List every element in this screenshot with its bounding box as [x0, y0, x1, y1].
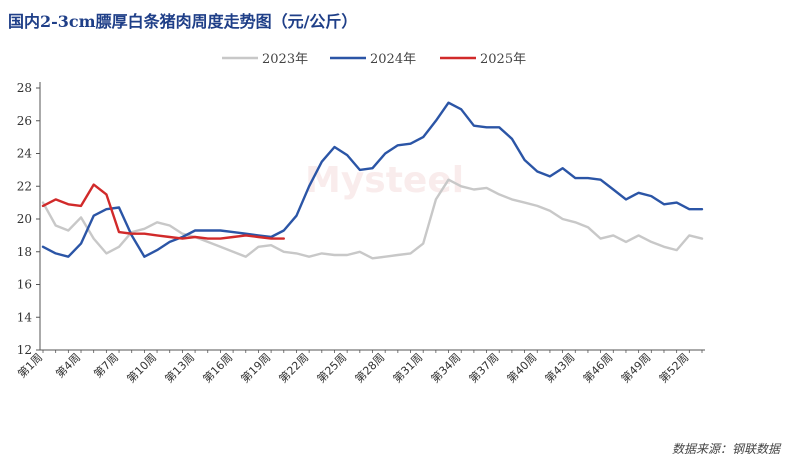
y-tick-label: 22	[17, 179, 32, 193]
y-tick-label: 26	[17, 114, 32, 128]
x-tick-label: 第28周	[352, 350, 387, 385]
legend-label: 2023年	[262, 52, 308, 67]
y-tick-label: 24	[17, 147, 33, 161]
series-line-2025	[41, 183, 285, 240]
legend-label: 2025年	[480, 52, 526, 67]
x-tick-label: 第40周	[504, 350, 539, 385]
x-tick-label: 第10周	[124, 350, 159, 385]
y-tick-label: 28	[17, 81, 32, 95]
series-line-2024	[41, 101, 704, 258]
x-tick-label: 第37周	[466, 350, 501, 385]
x-tick-label: 第7周	[91, 350, 121, 380]
x-tick-label: 第22周	[276, 350, 311, 385]
y-tick-label: 14	[17, 310, 33, 324]
y-tick-label: 12	[17, 343, 32, 357]
data-source-note: 数据来源：钢联数据	[671, 442, 780, 456]
y-tick-label: 20	[17, 212, 32, 226]
series-line-2023	[41, 178, 704, 260]
y-tick-label: 16	[17, 278, 32, 292]
x-tick-label: 第19周	[238, 350, 273, 385]
x-tick-label: 第34周	[428, 350, 463, 385]
legend-label: 2024年	[370, 52, 416, 67]
x-tick-label: 第46周	[580, 350, 615, 385]
x-tick-label: 第4周	[53, 350, 83, 380]
x-tick-label: 第52周	[656, 350, 691, 385]
x-tick-label: 第25周	[314, 350, 349, 385]
x-tick-label: 第16周	[200, 350, 235, 385]
chart-title: 国内2-3cm膘厚白条猪肉周度走势图（元/公斤）	[8, 12, 358, 31]
y-tick-label: 18	[17, 245, 32, 259]
x-tick-label: 第49周	[618, 350, 653, 385]
x-tick-label: 第13周	[162, 350, 197, 385]
x-tick-label: 第43周	[542, 350, 577, 385]
x-tick-label: 第31周	[390, 350, 425, 385]
